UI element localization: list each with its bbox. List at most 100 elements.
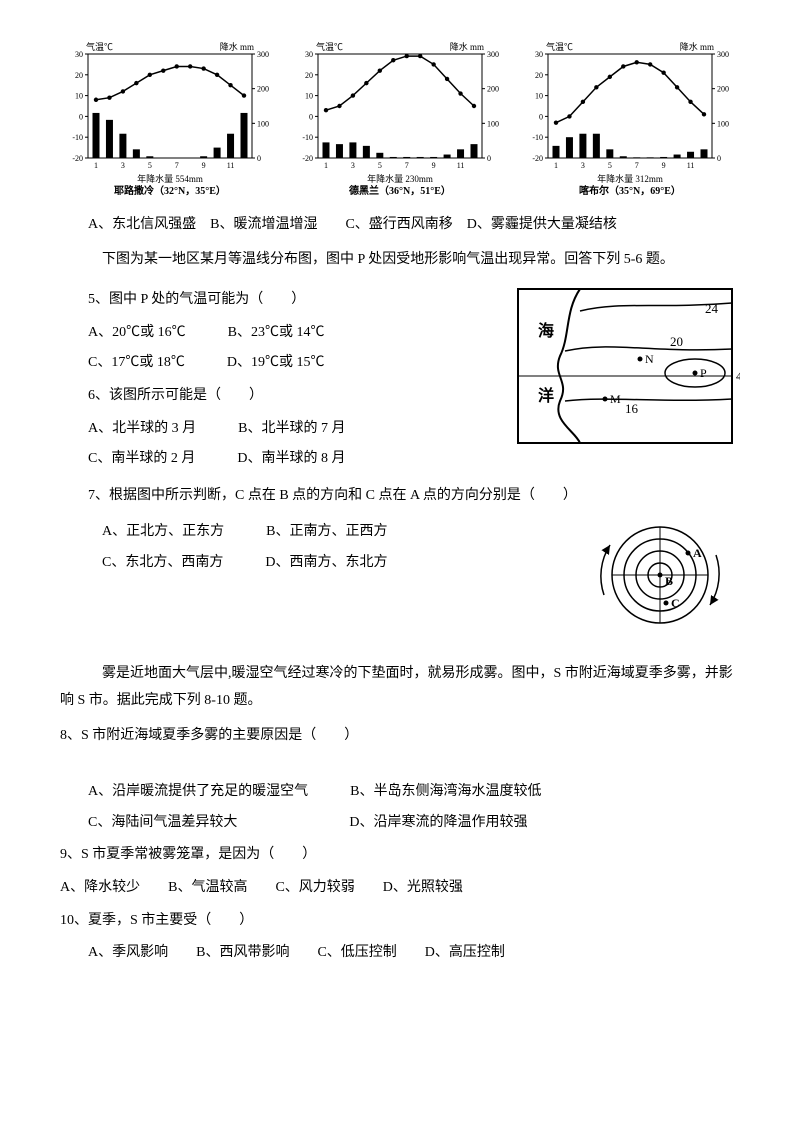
svg-text:年降水量 230mm: 年降水量 230mm — [367, 173, 433, 184]
svg-text:16: 16 — [625, 401, 639, 416]
q7-opts-1: A、正北方、正东方 B、正南方、正西方 — [60, 519, 566, 546]
svg-text:气温℃: 气温℃ — [316, 41, 343, 52]
svg-text:300: 300 — [717, 50, 729, 59]
q9-opts: A、降水较少 B、气温较高 C、风力较弱 D、光照较强 — [60, 875, 740, 902]
svg-text:0: 0 — [539, 112, 543, 121]
svg-text:20: 20 — [535, 71, 543, 80]
svg-text:-10: -10 — [302, 133, 313, 142]
polar-svg: A BC — [580, 515, 740, 635]
chart-kabul: 气温℃降水 mm3020100-10-2030020010001357911年降… — [520, 40, 740, 200]
q7-opts-2: C、东北方、西南方 D、西南方、东北方 — [60, 550, 566, 577]
chart-jerusalem-svg: 气温℃降水 mm3020100-10-2030020010001357911年降… — [60, 40, 280, 200]
svg-text:30: 30 — [535, 50, 543, 59]
svg-text:0: 0 — [487, 154, 491, 163]
q5-opts-2: C、17℃或 18℃ D、19℃或 15℃ — [60, 350, 496, 377]
svg-text:9: 9 — [202, 161, 206, 170]
chart-kabul-svg: 气温℃降水 mm3020100-10-2030020010001357911年降… — [520, 40, 740, 200]
svg-text:200: 200 — [717, 85, 729, 94]
svg-text:3: 3 — [581, 161, 585, 170]
q10: 10、夏季，S 市主要受（ ） — [60, 908, 740, 935]
svg-text:耶路撒冷（32°N，35°E）: 耶路撒冷（32°N，35°E） — [114, 184, 226, 197]
svg-text:11: 11 — [227, 161, 235, 170]
svg-text:N: N — [645, 352, 654, 366]
climate-charts-row: 气温℃降水 mm3020100-10-2030020010001357911年降… — [60, 40, 740, 200]
svg-text:5: 5 — [608, 161, 612, 170]
svg-text:降水 mm: 降水 mm — [450, 41, 484, 52]
svg-text:200: 200 — [257, 85, 269, 94]
svg-text:10: 10 — [305, 92, 313, 101]
svg-text:-20: -20 — [72, 154, 83, 163]
svg-text:C: C — [671, 596, 680, 610]
svg-text:100: 100 — [257, 119, 269, 128]
svg-text:-10: -10 — [532, 133, 543, 142]
svg-text:气温℃: 气温℃ — [546, 41, 573, 52]
q8-opts-1: A、沿岸暖流提供了充足的暖湿空气 B、半岛东侧海湾海水温度较低 — [60, 779, 740, 806]
svg-text:7: 7 — [635, 161, 639, 170]
svg-text:-20: -20 — [532, 154, 543, 163]
svg-text:降水 mm: 降水 mm — [220, 41, 254, 52]
svg-text:0: 0 — [717, 154, 721, 163]
svg-text:气温℃: 气温℃ — [86, 41, 113, 52]
svg-text:A: A — [693, 546, 702, 560]
q7: 7、根据图中所示判断，C 点在 B 点的方向和 C 点在 A 点的方向分别是（ … — [60, 483, 740, 510]
svg-text:10: 10 — [535, 92, 543, 101]
q6: 6、该图所示可能是（ ） — [60, 383, 496, 410]
svg-text:0: 0 — [79, 112, 83, 121]
q8-opts-2: C、海陆间气温差异较大 D、沿岸寒流的降温作用较强 — [60, 810, 740, 837]
svg-text:100: 100 — [717, 119, 729, 128]
svg-text:20: 20 — [305, 71, 313, 80]
svg-text:3: 3 — [121, 161, 125, 170]
svg-text:5: 5 — [148, 161, 152, 170]
svg-text:年降水量 554mm: 年降水量 554mm — [137, 173, 203, 184]
isotherm-svg: 24 20 16 N M P 40° 海洋 — [510, 281, 740, 451]
intro-5-6: 下图为某一地区某月等温线分布图，图中 P 处因受地形影响气温出现异常。回答下列 … — [60, 247, 740, 274]
svg-text:9: 9 — [662, 161, 666, 170]
svg-text:海: 海 — [538, 321, 554, 340]
isotherm-map: 24 20 16 N M P 40° 海洋 — [510, 281, 740, 451]
q9: 9、S 市夏季常被雾笼罩，是因为（ ） — [60, 842, 740, 869]
svg-text:20: 20 — [75, 71, 83, 80]
svg-text:100: 100 — [487, 119, 499, 128]
q4-options: A、东北信风强盛 B、暖流增温增湿 C、盛行西风南移 D、雾霾提供大量凝结核 — [60, 212, 740, 239]
svg-text:洋: 洋 — [538, 386, 554, 405]
svg-text:B: B — [665, 574, 673, 588]
q5: 5、图中 P 处的气温可能为（ ） — [60, 287, 496, 314]
svg-text:-20: -20 — [302, 154, 313, 163]
intro-8-10: 雾是近地面大气层中,暖湿空气经过寒冷的下垫面时，就易形成雾。图中，S 市附近海域… — [60, 661, 740, 714]
svg-text:5: 5 — [378, 161, 382, 170]
svg-text:200: 200 — [487, 85, 499, 94]
svg-text:-10: -10 — [72, 133, 83, 142]
q10-opts: A、季风影响 B、西风带影响 C、低压控制 D、高压控制 — [60, 940, 740, 967]
svg-text:年降水量 312mm: 年降水量 312mm — [597, 173, 663, 184]
svg-text:20: 20 — [670, 334, 683, 349]
svg-text:1: 1 — [554, 161, 558, 170]
svg-text:300: 300 — [487, 50, 499, 59]
svg-text:1: 1 — [324, 161, 328, 170]
svg-text:11: 11 — [457, 161, 465, 170]
svg-text:30: 30 — [75, 50, 83, 59]
svg-text:30: 30 — [305, 50, 313, 59]
q5-opts-1: A、20℃或 16℃ B、23℃或 14℃ — [60, 320, 496, 347]
svg-text:0: 0 — [257, 154, 261, 163]
svg-text:1: 1 — [94, 161, 98, 170]
svg-text:9: 9 — [432, 161, 436, 170]
q6-opts-2: C、南半球的 2 月 D、南半球的 8 月 — [60, 446, 496, 473]
q8: 8、S 市附近海域夏季多雾的主要原因是（ ） — [60, 723, 740, 750]
polar-diagram: A BC — [580, 515, 740, 635]
svg-text:10: 10 — [75, 92, 83, 101]
svg-text:M: M — [610, 392, 621, 406]
svg-text:P: P — [700, 366, 707, 380]
svg-text:7: 7 — [405, 161, 409, 170]
svg-text:24: 24 — [705, 301, 719, 316]
svg-text:40°: 40° — [736, 369, 740, 383]
svg-text:300: 300 — [257, 50, 269, 59]
svg-text:7: 7 — [175, 161, 179, 170]
svg-text:0: 0 — [309, 112, 313, 121]
q6-opts-1: A、北半球的 3 月 B、北半球的 7 月 — [60, 416, 496, 443]
chart-jerusalem: 气温℃降水 mm3020100-10-2030020010001357911年降… — [60, 40, 280, 200]
svg-text:德黑兰（36°N，51°E）: 德黑兰（36°N，51°E） — [348, 184, 451, 197]
chart-tehran: 气温℃降水 mm3020100-10-2030020010001357911年降… — [290, 40, 510, 200]
chart-tehran-svg: 气温℃降水 mm3020100-10-2030020010001357911年降… — [290, 40, 510, 200]
svg-text:喀布尔（35°N，69°E）: 喀布尔（35°N，69°E） — [579, 184, 681, 197]
svg-text:3: 3 — [351, 161, 355, 170]
